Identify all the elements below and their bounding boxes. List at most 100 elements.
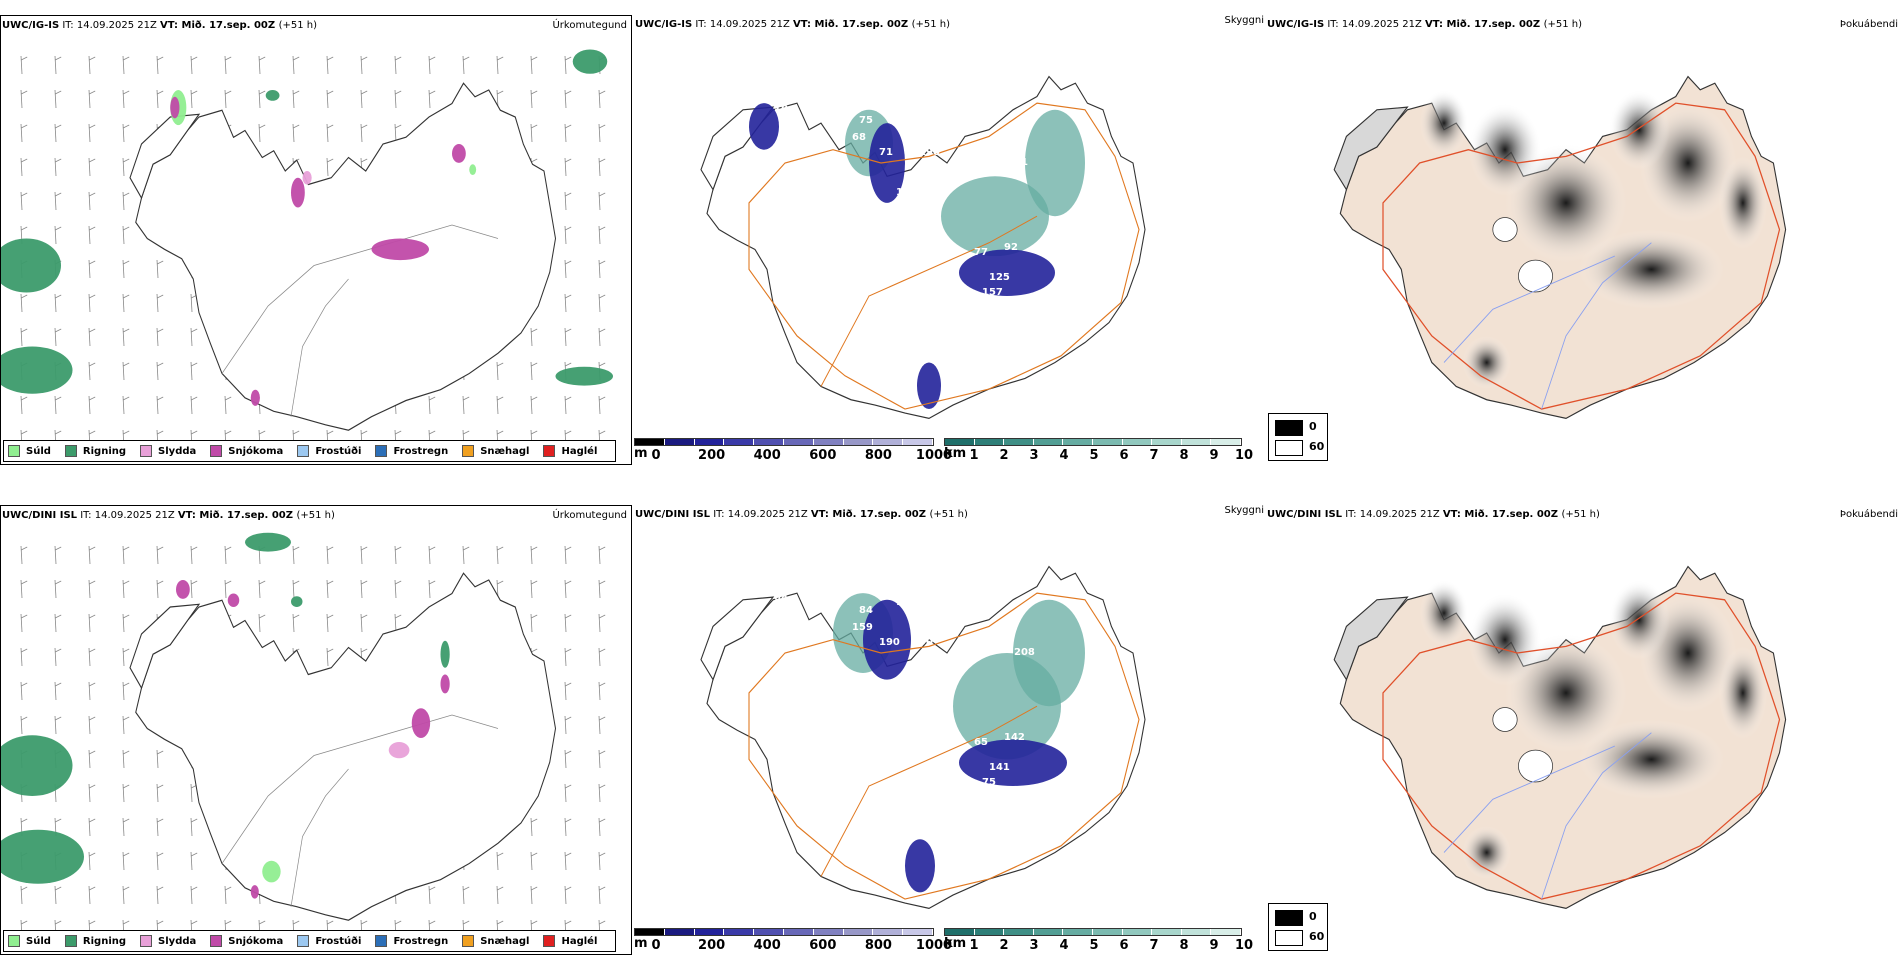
model-name: UWC/IG-IS [2,20,60,31]
cloud-base-label: 142 [1004,732,1025,743]
cloud-base-label: 89 [909,827,923,838]
colorbar-tick: 8 [1179,938,1189,953]
fog-area [1578,719,1725,800]
cloud-base-label: 75 [859,115,873,126]
legend-swatch [462,445,475,457]
colorbar-swatch [664,439,695,445]
colorbar-tick: 1000 [915,938,953,953]
cloud-base-label: 190 [919,147,940,158]
precip-area [250,389,260,406]
fog-area [1578,229,1725,310]
fog-area [1462,825,1512,880]
legend-item: Snæhagl [462,445,529,457]
colorbar-tick: 1 [969,938,979,953]
precip-type-panel: UWC/DINI ISL IT: 14.09.2025 21Z VT: Mið.… [0,505,632,955]
cloud-panel-title: Skyggni [1224,15,1264,26]
glacier [1518,749,1553,783]
legend-item: Súld [8,935,51,947]
fog-panel-header: UWC/IG-IS IT: 14.09.2025 21Z VT: Mið. 17… [1267,19,1582,30]
colorbar-swatch [1211,439,1241,445]
colorbar-swatch [694,929,725,935]
cloud-base-label: 68 [852,132,866,143]
precip-area [245,532,291,552]
legend-label: Súld [26,935,51,947]
fog-area [1468,103,1542,197]
colorbar-swatch [783,439,814,445]
legend-item: Snjókoma [210,445,283,457]
precip-area [302,171,312,185]
fog-area [1419,89,1469,157]
cloud-base-label: 208 [1014,647,1035,658]
legend-label: Rigning [82,445,127,457]
road-network [1382,592,1781,900]
precip-map [1,49,613,449]
cloud-base-label: 159 [852,622,873,633]
colorbar-swatch [974,929,1005,935]
colorbar-tick: 7 [1149,938,1159,953]
vt-label: VT: [810,509,833,520]
colorbar-tick: 200 [698,938,726,953]
precip-area [469,164,477,176]
colorbar-swatch [1004,439,1034,445]
legend-item: Rigning [64,445,127,457]
colorbar-tick: 200 [698,448,726,463]
it-value: 14.09.2025 21Z [709,19,794,30]
precip-area [250,885,259,899]
precip-area [555,366,613,386]
legend-item: Slydda [140,935,196,947]
legend-label: Snjókoma [228,935,284,947]
cloud-base-label: 88 [979,139,993,150]
cloud-base-label: 49 [909,337,923,348]
vt-value: Mið. 17.sep. 00Z [1464,509,1562,520]
precip-legend: Súld Rigning Slydda Snjókoma Frostúði Frostre… [3,440,617,462]
colorbar-tick: 4 [1059,938,1069,953]
fog-legend-swatch [1275,910,1303,926]
cloud-base-label: 86 [934,252,948,263]
vt-value: Mið. 17.sep. 00Z [814,19,912,30]
legend-item: Haglél [543,935,597,947]
legend-swatch [210,935,223,947]
model-name: UWC/IG-IS [1267,19,1325,30]
low-visibility-area [941,176,1049,257]
colorbar-tick: 400 [753,448,781,463]
rivers [1443,745,1615,853]
colorbar-swatch [974,439,1005,445]
it-value: 14.09.2025 21Z [1341,19,1426,30]
precip-legend: Súld Rigning Slydda Snjókoma Frostúði Frostre… [3,930,617,952]
cloud-base-label: 92 [1004,242,1018,253]
it-label: IT: [692,19,710,30]
legend-swatch [297,935,310,947]
cloud-base-label: 176 [954,589,975,600]
cloud-base-label: 84 [859,605,873,616]
colorbar-swatch [635,929,665,935]
cloud-panel-title: Skyggni [1224,505,1264,516]
legend-item: Slydda [140,445,196,457]
colorbar-tick: 6 [1119,448,1129,463]
cloud-base-label: 21 [1014,157,1028,168]
colorbar-swatch [1092,929,1123,935]
fog-area [1462,335,1512,390]
lead-time: (+51 h) [1543,19,1583,30]
colorbar-swatch [945,929,975,935]
colorbar-swatch [1181,439,1212,445]
legend-swatch [140,445,153,457]
colorbar-swatch [945,439,975,445]
legend-label: Snæhagl [480,445,530,457]
fog-indicator-panel: UWC/DINI ISL IT: 14.09.2025 21Z VT: Mið.… [1266,505,1900,975]
colorbar-tick: 1000 [915,448,953,463]
precip-area [1,346,73,394]
low-visibility-area [1025,109,1085,217]
legend-swatch [375,935,388,947]
cloud-base-label: 95 [974,609,988,620]
colorbar-unit: km [944,936,967,951]
it-label: IT: [77,510,95,521]
cloud-panel-header: UWC/IG-IS IT: 14.09.2025 21Z VT: Mið. 17… [635,19,950,30]
glacier [1492,707,1518,732]
legend-swatch [64,935,77,947]
colorbar-swatch [783,929,814,935]
fog-legend-swatch [1275,420,1303,436]
model-name: UWC/DINI ISL [2,510,78,521]
legend-label: Snjókoma [228,445,284,457]
